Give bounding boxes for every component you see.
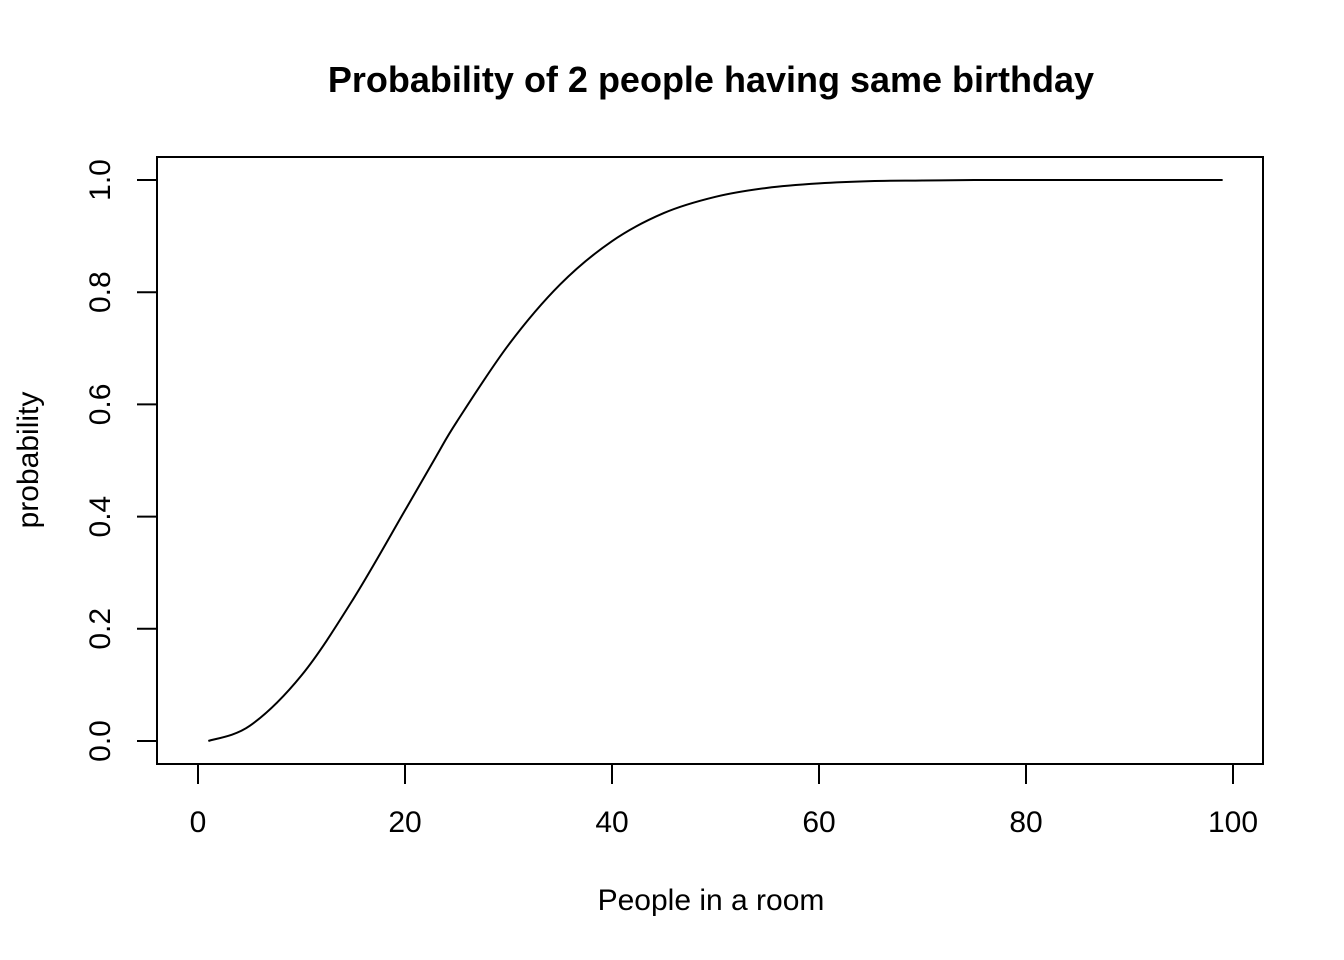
x-tick-label: 40 bbox=[595, 806, 628, 839]
x-tick-label: 0 bbox=[190, 806, 207, 839]
x-tick-label: 60 bbox=[802, 806, 835, 839]
y-tick-label: 0.6 bbox=[84, 384, 117, 426]
x-axis: 0 20 40 60 80 100 bbox=[190, 763, 1258, 839]
y-axis: 0.0 0.2 0.4 0.6 0.8 1.0 bbox=[84, 159, 158, 762]
x-tick-label: 80 bbox=[1009, 806, 1042, 839]
x-axis-label: People in a room bbox=[598, 884, 825, 917]
y-axis-label: probability bbox=[12, 392, 45, 529]
plot-frame bbox=[156, 156, 1264, 765]
chart-title: Probability of 2 people having same birt… bbox=[328, 59, 1094, 100]
x-tick-label: 20 bbox=[388, 806, 421, 839]
series-line bbox=[208, 178, 1223, 742]
y-tick-label: 0.4 bbox=[84, 496, 117, 538]
y-tick-label: 0.0 bbox=[84, 720, 117, 762]
x-tick-label: 100 bbox=[1208, 806, 1258, 839]
y-tick-label: 0.8 bbox=[84, 271, 117, 313]
y-tick-label: 1.0 bbox=[84, 159, 117, 201]
y-tick-label: 0.2 bbox=[84, 608, 117, 650]
